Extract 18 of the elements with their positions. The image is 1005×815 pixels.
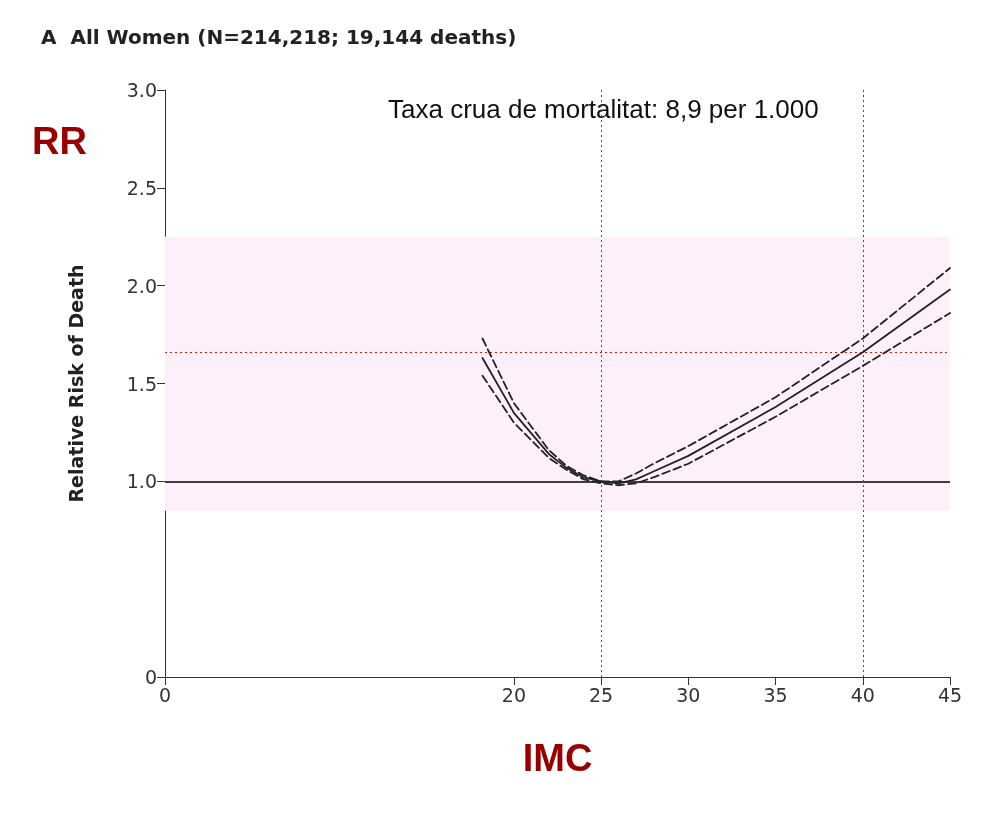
text: RR bbox=[32, 120, 87, 162]
x-tick-label: 35 bbox=[763, 683, 788, 706]
x-axis-title: IMC bbox=[522, 737, 593, 779]
y-tick-label: 2.0 bbox=[126, 274, 157, 297]
x-tick-label: 45 bbox=[937, 683, 963, 706]
y-tick-label: 2.5 bbox=[126, 176, 157, 199]
y-tick-label: 3.0 bbox=[126, 79, 157, 101]
x-tick-label: 25 bbox=[589, 683, 614, 706]
x-tick-label: 30 bbox=[676, 683, 701, 706]
x-tick-label: 0 bbox=[158, 683, 172, 706]
annotation: Taxa crua de mortalitat: 8,9 per 1.000 bbox=[388, 94, 819, 124]
y-tick-label: 1.0 bbox=[126, 470, 157, 493]
chart-title: A All Women (N=214,218; 19,144 deaths) bbox=[41, 25, 517, 49]
y-tick-label: 0 bbox=[144, 666, 157, 688]
x-tick-label: 40 bbox=[850, 683, 875, 706]
y-tick-label: 1.5 bbox=[126, 372, 157, 395]
y-axis-title: Relative Risk of Death bbox=[64, 264, 87, 503]
x-tick-label: 20 bbox=[501, 683, 526, 706]
